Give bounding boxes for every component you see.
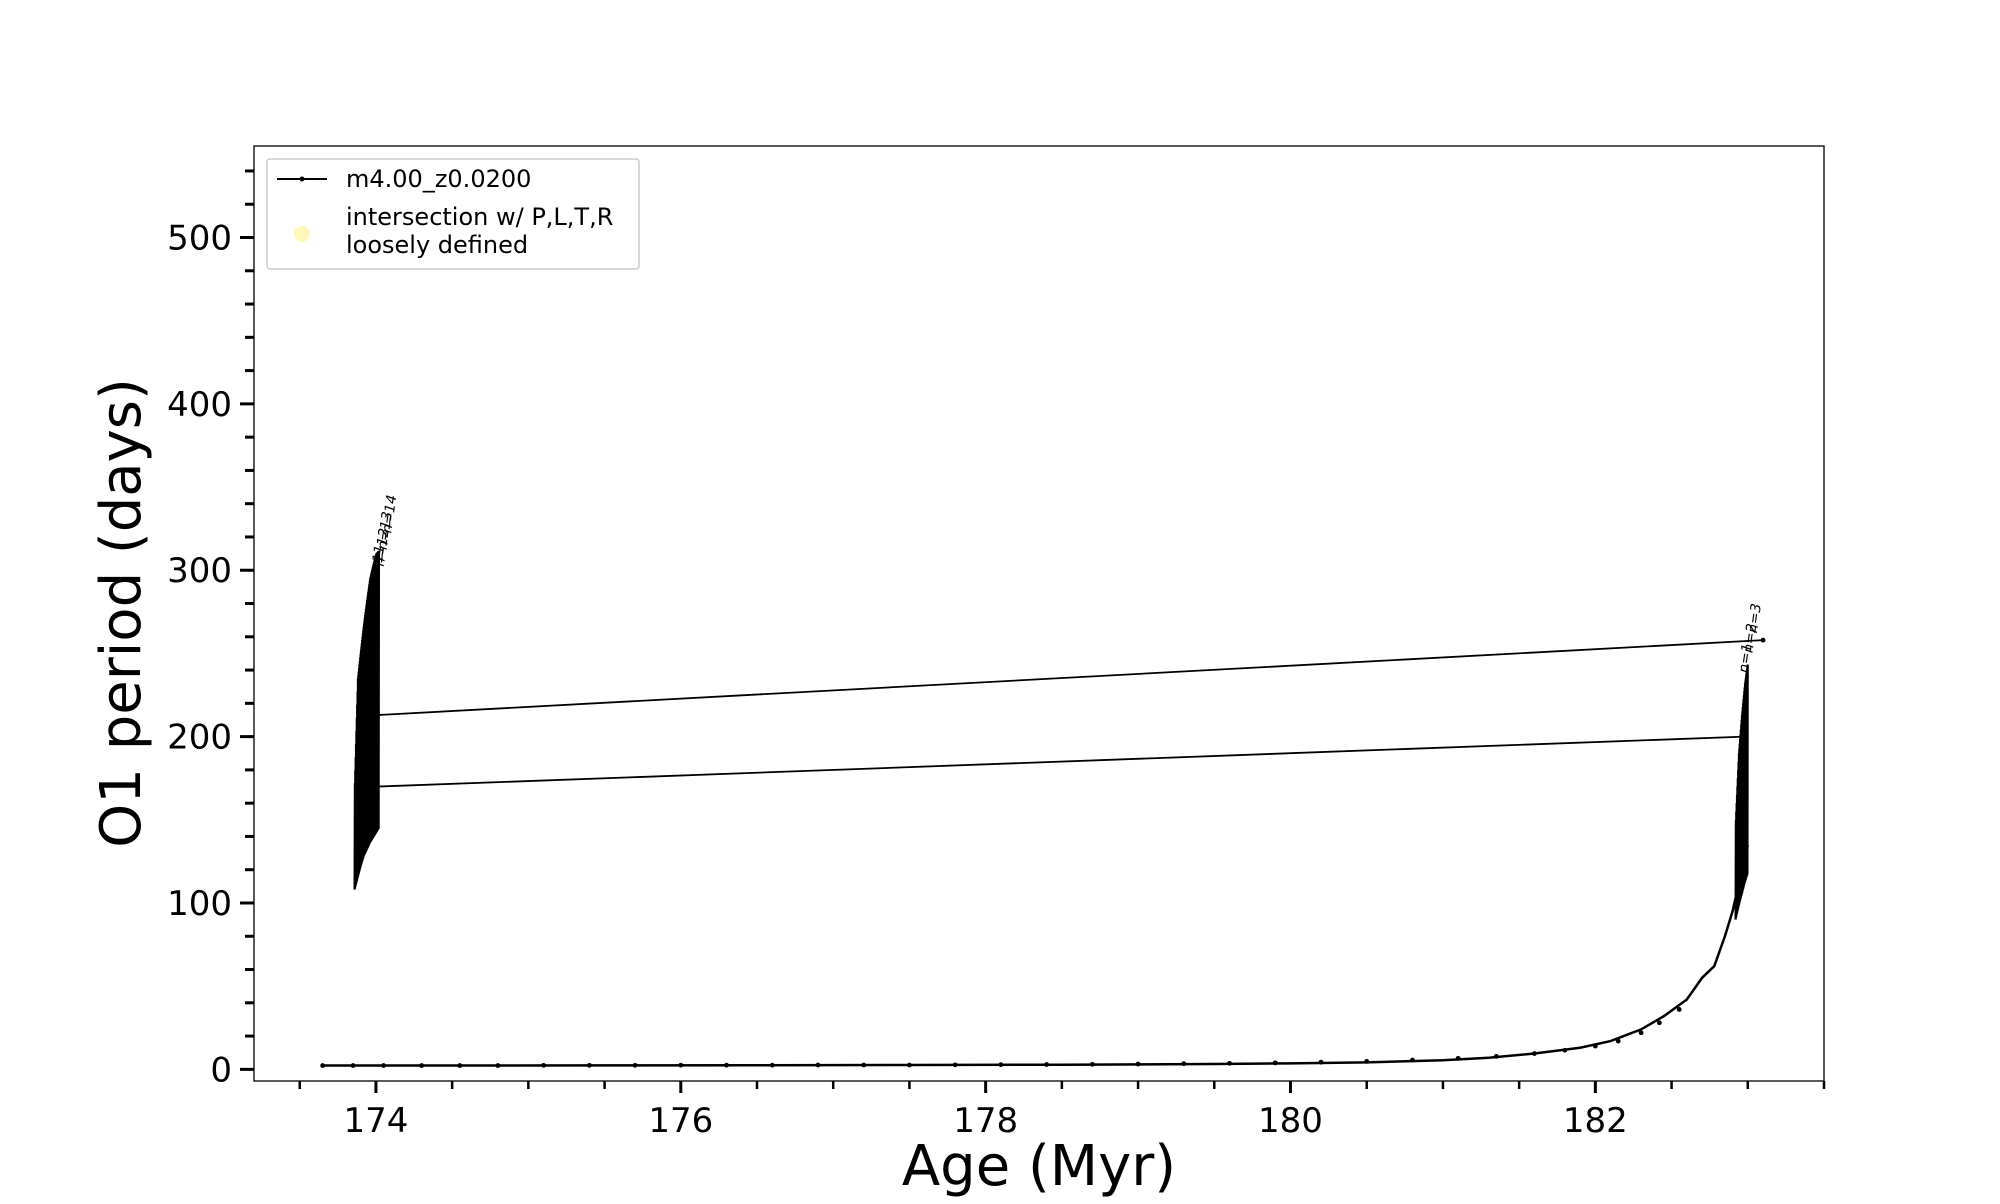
data-point [952,1062,958,1068]
data-point [1676,1007,1682,1012]
annotation-label: n=2 [1740,622,1760,654]
annotation-label: n=13 [375,511,396,551]
data-point [907,1062,912,1068]
data-point [1364,1058,1370,1064]
legend: m4.00_z0.0200 intersection w/ P,L,T,R lo… [266,158,640,270]
y-tick-label: 300 [167,551,232,591]
legend-box [266,158,640,270]
data-point [1531,1051,1537,1056]
data-point [1656,1020,1662,1026]
data-point [1615,1038,1621,1044]
y-axis-label: O1 period (days) [89,378,154,848]
data-point [1135,1061,1141,1067]
legend-line-dot [299,176,305,182]
data-point [1089,1061,1095,1067]
data-point [457,1063,463,1068]
y-tick-label: 0 [210,1050,232,1090]
x-tick-label: 178 [953,1101,1018,1141]
annotation-label: n=3 [1745,603,1765,634]
data-point [350,1063,356,1068]
data-point [632,1062,638,1068]
y-tick-label: 500 [167,219,232,259]
data-point [724,1062,729,1068]
series-line-main [322,844,1750,1067]
data-point [1181,1061,1187,1067]
plot-frame [253,145,1825,1082]
data-point [1760,637,1766,643]
annotation-label: n=1 [1736,642,1756,673]
legend-circle-marker [294,226,310,242]
plot-marks: n=14n=13n=12n=11 n=3n=2n=1 [320,494,1766,1068]
data-point [1318,1059,1324,1065]
x-tick-label: 180 [1258,1101,1323,1141]
axis-ticks: 174 176 178 180 182 0 100 200 300 400 500 [167,169,1826,1141]
data-point [678,1062,684,1068]
data-point [815,1062,821,1068]
series-line-connector-lower [378,735,1745,788]
series-line-connector-upper [378,639,1764,716]
data-point [1562,1047,1568,1053]
x-tick-label: 174 [343,1101,408,1141]
data-point [1227,1060,1232,1066]
legend-label-intersection-line2: loosely defined [346,231,528,259]
oscillation-band-right [1734,664,1749,920]
y-tick-label: 200 [167,718,232,758]
data-point [769,1062,775,1068]
data-point [1272,1060,1278,1066]
data-point [1044,1062,1050,1067]
data-point [495,1063,501,1068]
x-tick-label: 176 [648,1101,713,1141]
oscillation-band-left [353,550,381,890]
data-point [381,1063,386,1068]
annotation-label: n=11 [367,544,388,584]
data-point [998,1062,1004,1068]
data-point [1455,1055,1461,1061]
x-tick-label: 182 [1563,1101,1628,1141]
data-point [1493,1053,1499,1059]
data-point [320,1063,325,1068]
data-point [586,1062,592,1068]
data-point [1638,1030,1644,1036]
data-point [1592,1043,1598,1049]
data-point [1410,1057,1415,1063]
y-tick-label: 100 [167,884,232,924]
x-axis-label: Age (Myr) [902,1134,1176,1199]
annotation-label: n=14 [379,494,400,534]
legend-label-intersection-line1: intersection w/ P,L,T,R [346,203,613,231]
annotation-label: n=12 [372,527,393,567]
data-point [541,1062,547,1068]
data-point [861,1062,867,1068]
y-tick-label: 400 [167,385,232,425]
legend-label-series: m4.00_z0.0200 [346,165,531,193]
data-point [419,1063,425,1068]
